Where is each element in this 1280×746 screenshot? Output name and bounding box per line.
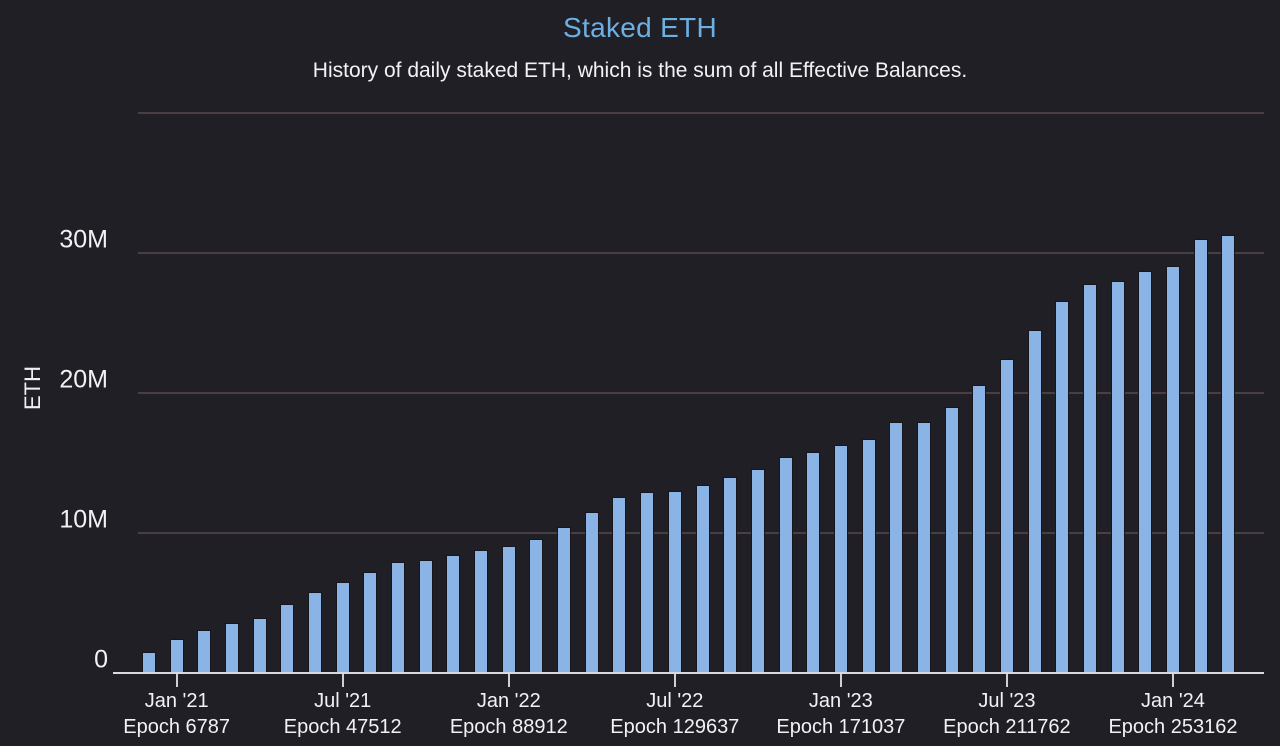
x-axis-line xyxy=(113,672,1264,674)
x-tick-label: Jul '23 Epoch 211762 xyxy=(943,689,1071,741)
bar[interactable] xyxy=(1082,283,1097,673)
x-tick-label: Jan '21 Epoch 6787 xyxy=(123,689,230,741)
bar[interactable] xyxy=(1027,330,1042,673)
x-axis-tick xyxy=(673,674,676,687)
bar[interactable] xyxy=(1193,239,1208,673)
x-tick-date: Jan '23 xyxy=(808,690,873,712)
x-tick-label: Jan '22 Epoch 88912 xyxy=(450,689,568,741)
x-axis-tick xyxy=(1005,674,1008,687)
x-tick-epoch: Epoch 253162 xyxy=(1108,716,1238,738)
chart-title: Staked ETH xyxy=(563,12,717,43)
x-tick-label: Jul '21 Epoch 47512 xyxy=(284,689,402,741)
bar[interactable] xyxy=(916,422,931,673)
y-tick-label: 0 xyxy=(94,645,108,674)
x-tick-label: Jan '24 Epoch 253162 xyxy=(1108,689,1237,741)
bar[interactable] xyxy=(225,622,240,673)
x-tick-epoch: Epoch 211762 xyxy=(943,716,1071,738)
y-tick-label: 20M xyxy=(59,365,108,394)
bar[interactable] xyxy=(750,468,765,673)
x-axis-tick xyxy=(507,674,510,687)
x-axis-tick xyxy=(839,674,842,687)
x-tick-epoch: Epoch 88912 xyxy=(449,716,568,738)
bar[interactable] xyxy=(474,549,489,673)
x-axis-tick xyxy=(175,674,178,687)
x-axis-tick xyxy=(1171,674,1174,687)
x-tick-label: Jul '22 Epoch 129637 xyxy=(610,689,739,741)
bar[interactable] xyxy=(999,359,1014,673)
bar[interactable] xyxy=(1165,265,1180,673)
gridline-40m xyxy=(138,112,1264,114)
chart-subtitle: History of daily staked ETH, which is th… xyxy=(312,59,968,82)
bar[interactable] xyxy=(612,496,627,673)
bar[interactable] xyxy=(1110,281,1125,673)
x-tick-epoch: Epoch 6787 xyxy=(123,716,231,738)
bar[interactable] xyxy=(418,559,433,673)
x-tick-date: Jan '21 xyxy=(144,690,209,712)
bar[interactable] xyxy=(723,477,738,673)
gridline-20m xyxy=(138,392,1264,394)
x-tick-date: Jan '22 xyxy=(476,690,541,712)
bar[interactable] xyxy=(1221,234,1236,673)
x-tick-epoch: Epoch 171037 xyxy=(776,716,906,738)
bar[interactable] xyxy=(501,545,516,673)
bar[interactable] xyxy=(335,582,350,673)
bar[interactable] xyxy=(308,591,323,673)
y-tick-label: 10M xyxy=(59,505,108,534)
bar[interactable] xyxy=(446,555,461,673)
bar[interactable] xyxy=(280,604,295,673)
bar[interactable] xyxy=(833,444,848,673)
bar[interactable] xyxy=(806,451,821,673)
bar[interactable] xyxy=(667,491,682,673)
x-tick-date: Jul '23 xyxy=(978,690,1036,712)
bar[interactable] xyxy=(363,572,378,673)
bar[interactable] xyxy=(778,457,793,673)
bar[interactable] xyxy=(142,652,156,673)
bar[interactable] xyxy=(1055,300,1070,673)
y-tick-label: 30M xyxy=(59,225,108,254)
bar[interactable] xyxy=(252,618,267,673)
bar[interactable] xyxy=(197,629,212,673)
x-tick-label: Jan '23 Epoch 171037 xyxy=(776,689,905,741)
bar[interactable] xyxy=(169,639,184,673)
bar[interactable] xyxy=(557,527,572,673)
bar[interactable] xyxy=(391,562,406,673)
bar[interactable] xyxy=(1138,271,1153,673)
x-tick-date: Jul '22 xyxy=(646,690,704,712)
x-tick-date: Jan '24 xyxy=(1141,690,1205,712)
x-tick-date: Jul '21 xyxy=(314,690,372,712)
bar[interactable] xyxy=(584,512,599,673)
x-axis-tick xyxy=(341,674,344,687)
bar[interactable] xyxy=(972,384,987,673)
bar[interactable] xyxy=(640,492,655,673)
x-tick-epoch: Epoch 129637 xyxy=(610,716,740,738)
bar[interactable] xyxy=(944,407,959,673)
bar[interactable] xyxy=(861,439,876,673)
bar[interactable] xyxy=(889,422,904,673)
bar[interactable] xyxy=(529,538,544,673)
x-tick-epoch: Epoch 47512 xyxy=(283,716,402,738)
bar[interactable] xyxy=(695,485,710,673)
gridline-30m xyxy=(138,252,1264,254)
